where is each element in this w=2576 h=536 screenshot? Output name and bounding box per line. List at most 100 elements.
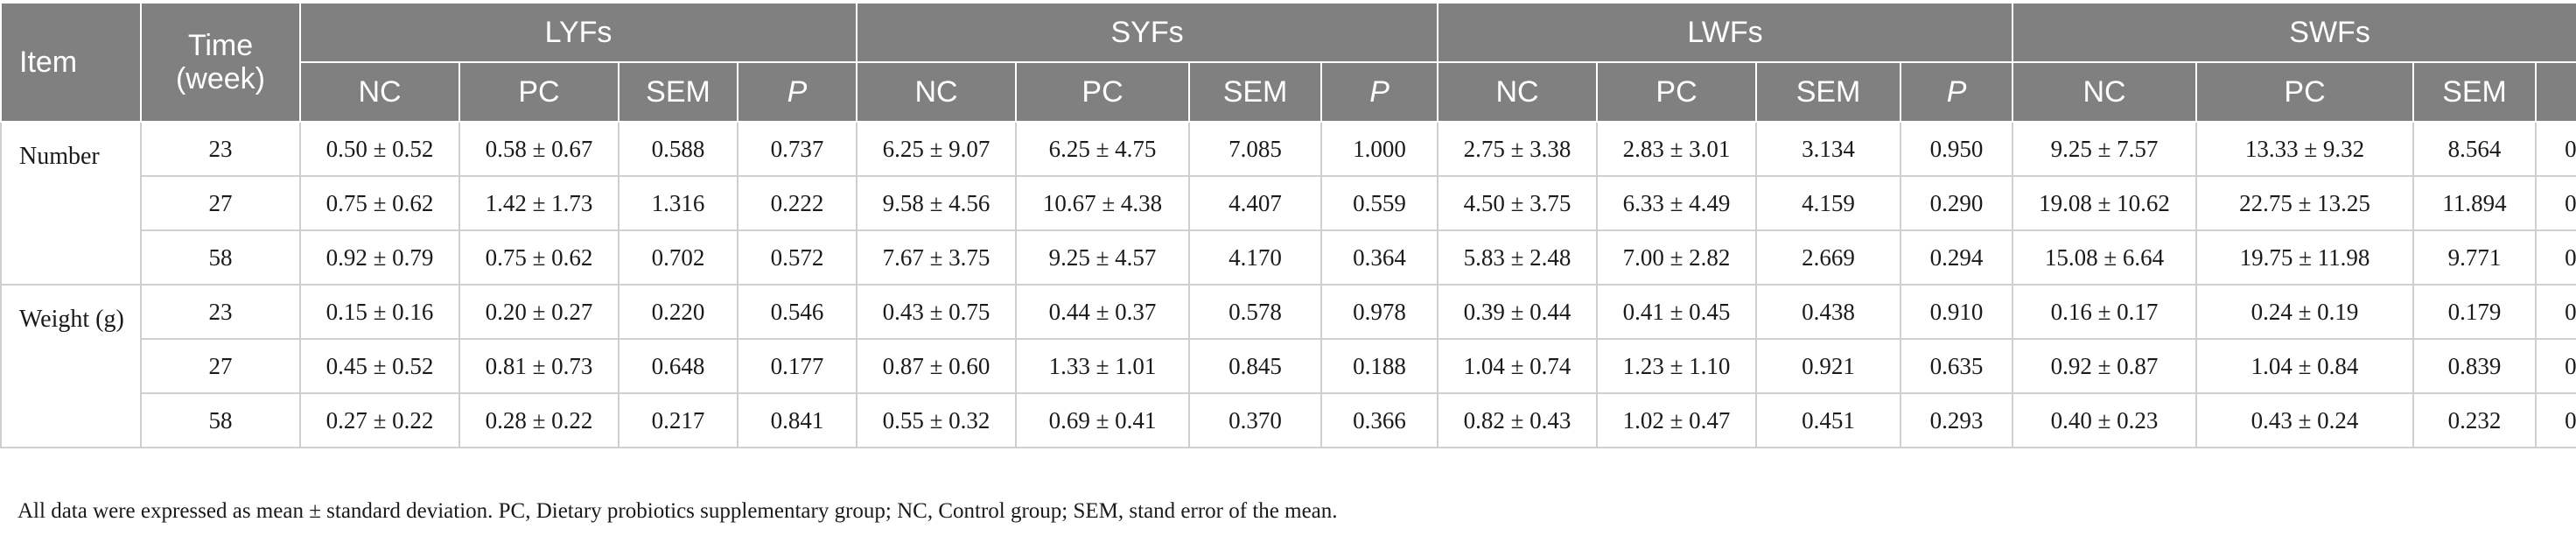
table-row: 58 0.92 ± 0.79 0.75 ± 0.62 0.702 0.572 7.67 ±… xyxy=(1,229,2576,286)
value-cell: 0.438 xyxy=(1755,284,1902,340)
value-cell: 0.293 xyxy=(1900,392,2014,448)
value-cell: 0.559 xyxy=(1320,175,1439,231)
value-cell: 0.92 ± 0.79 xyxy=(299,229,460,286)
value-cell: 1.02 ± 0.47 xyxy=(1596,392,1758,448)
header-group-lwfs: LWFs xyxy=(1437,2,2014,63)
value-cell: 9.25 ± 4.57 xyxy=(1015,229,1191,286)
value-cell: 3.134 xyxy=(1755,121,1902,177)
value-cell: 2.669 xyxy=(1755,229,1902,286)
value-cell: 0.702 xyxy=(618,229,738,286)
header-time: Time (week) xyxy=(140,2,301,123)
subheader-nc: NC xyxy=(856,61,1018,123)
subheader-sem: SEM xyxy=(1755,61,1902,123)
value-cell: 0.364 xyxy=(1320,229,1439,286)
value-cell: 0.55 ± 0.32 xyxy=(856,392,1018,448)
value-cell: 0.578 xyxy=(1188,284,1323,340)
value-cell: 0.251 xyxy=(2535,229,2576,286)
value-cell: 1.23 ± 1.10 xyxy=(1596,338,1758,394)
value-cell: 0.286 xyxy=(2535,284,2576,340)
value-cell: 0.978 xyxy=(1320,284,1439,340)
subheader-pc: PC xyxy=(1015,61,1191,123)
value-cell: 0.462 xyxy=(2535,175,2576,231)
subheader-pc: PC xyxy=(458,61,620,123)
value-cell: 1.316 xyxy=(618,175,738,231)
value-cell: 0.222 xyxy=(736,175,858,231)
value-cell: 0.232 xyxy=(2412,392,2538,448)
value-cell: 0.294 xyxy=(1900,229,2014,286)
subheader-pc: PC xyxy=(1596,61,1758,123)
value-cell: 0.252 xyxy=(2535,121,2576,177)
value-cell: 0.220 xyxy=(618,284,738,340)
header-group-lyfs: LYFs xyxy=(298,2,858,63)
value-cell: 0.15 ± 0.16 xyxy=(299,284,460,340)
value-cell: 7.67 ± 3.75 xyxy=(856,229,1018,286)
time-cell: 23 xyxy=(140,284,301,340)
value-cell: 0.588 xyxy=(618,121,738,177)
header-item: Item xyxy=(0,2,142,123)
value-cell: 0.45 ± 0.52 xyxy=(299,338,460,394)
table-row: 27 0.75 ± 0.62 1.42 ± 1.73 1.316 0.222 9.58 ±… xyxy=(1,175,2576,231)
value-cell: 0.20 ± 0.27 xyxy=(458,284,620,340)
value-cell: 0.39 ± 0.44 xyxy=(1437,284,1599,340)
value-cell: 0.546 xyxy=(736,284,858,340)
value-cell: 0.217 xyxy=(618,392,738,448)
table-body: Number 23 0.50 ± 0.52 0.58 ± 0.67 0.588 0.737… xyxy=(0,121,2576,448)
value-cell: 4.50 ± 3.75 xyxy=(1437,175,1599,231)
subheader-nc: NC xyxy=(2012,61,2198,123)
value-cell: 0.82 ± 0.43 xyxy=(1437,392,1599,448)
header-group-swfs: SWFs xyxy=(2012,2,2576,63)
value-cell: 9.771 xyxy=(2412,229,2538,286)
value-cell: 9.58 ± 4.56 xyxy=(856,175,1018,231)
value-cell: 0.50 ± 0.52 xyxy=(299,121,460,177)
time-cell: 27 xyxy=(140,175,301,231)
value-cell: 6.25 ± 4.75 xyxy=(1015,121,1191,177)
value-cell: 0.921 xyxy=(1755,338,1902,394)
value-cell: 9.25 ± 7.57 xyxy=(2012,121,2198,177)
value-cell: 4.407 xyxy=(1188,175,1323,231)
value-cell: 2.83 ± 3.01 xyxy=(1596,121,1758,177)
value-cell: 0.290 xyxy=(1900,175,2014,231)
value-cell: 0.44 ± 0.37 xyxy=(1015,284,1191,340)
value-cell: 0.648 xyxy=(618,338,738,394)
value-cell: 1.000 xyxy=(1320,121,1439,177)
table-row: Weight (g) 23 0.15 ± 0.16 0.20 ± 0.27 0.220 0… xyxy=(0,284,2576,448)
row-group-label: Weight (g) xyxy=(0,284,142,448)
subheader-nc: NC xyxy=(1437,61,1599,123)
value-cell: 1.04 ± 0.84 xyxy=(2195,338,2415,394)
subheader-sem: SEM xyxy=(618,61,738,123)
value-cell: 6.25 ± 9.07 xyxy=(856,121,1018,177)
value-cell: 0.81 ± 0.73 xyxy=(458,338,620,394)
value-cell: 0.572 xyxy=(736,229,858,286)
data-table: Item Time (week) LYFs SYFs LWFs SWFs NC … xyxy=(0,2,2576,448)
value-cell: 15.08 ± 6.64 xyxy=(2012,229,2198,286)
subheader-sem: SEM xyxy=(1188,61,1323,123)
value-cell: 8.564 xyxy=(2412,121,2538,177)
value-cell: 0.737 xyxy=(736,121,858,177)
header-row-groups: Item Time (week) LYFs SYFs LWFs SWFs xyxy=(0,2,2576,123)
value-cell: 4.170 xyxy=(1188,229,1323,286)
table-row: 27 0.45 ± 0.52 0.81 ± 0.73 0.648 0.177 0.87 ±… xyxy=(1,338,2576,394)
value-cell: 0.43 ± 0.75 xyxy=(856,284,1018,340)
time-cell: 27 xyxy=(140,338,301,394)
value-cell: 0.451 xyxy=(1755,392,1902,448)
value-cell: 0.75 ± 0.62 xyxy=(299,175,460,231)
time-cell: 23 xyxy=(140,121,301,177)
value-cell: 0.87 ± 0.60 xyxy=(856,338,1018,394)
value-cell: 0.179 xyxy=(2412,284,2538,340)
value-cell: 0.41 ± 0.45 xyxy=(1596,284,1758,340)
value-cell: 0.16 ± 0.17 xyxy=(2012,284,2198,340)
subheader-nc: NC xyxy=(299,61,460,123)
subheader-p: P xyxy=(736,61,858,123)
subheader-sem: SEM xyxy=(2412,61,2538,123)
value-cell: 6.33 ± 4.49 xyxy=(1596,175,1758,231)
value-cell: 0.366 xyxy=(1320,392,1439,448)
value-cell: 7.00 ± 2.82 xyxy=(1596,229,1758,286)
row-group-label: Number xyxy=(0,121,142,286)
time-cell: 58 xyxy=(140,392,301,448)
value-cell: 19.08 ± 10.62 xyxy=(2012,175,2198,231)
value-cell: 0.75 ± 0.62 xyxy=(458,229,620,286)
value-cell: 0.739 xyxy=(2535,392,2576,448)
value-cell: 13.33 ± 9.32 xyxy=(2195,121,2415,177)
value-cell: 22.75 ± 13.25 xyxy=(2195,175,2415,231)
value-cell: 0.40 ± 0.23 xyxy=(2012,392,2198,448)
